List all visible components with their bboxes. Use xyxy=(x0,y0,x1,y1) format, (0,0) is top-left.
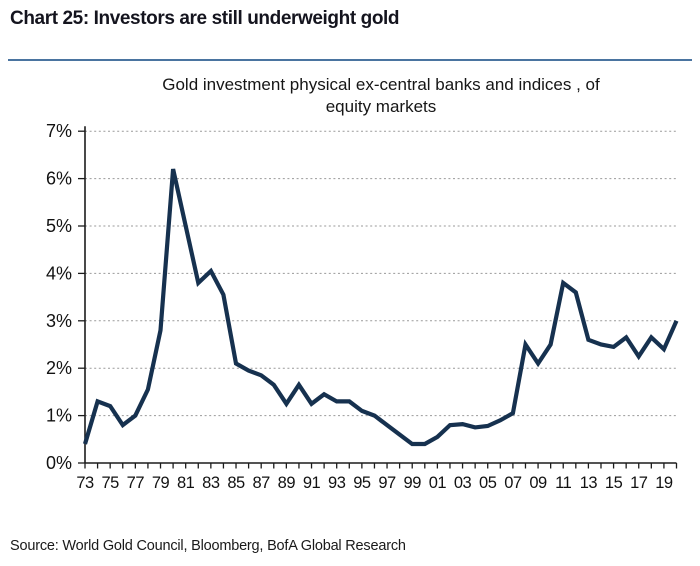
x-tick-label: 17 xyxy=(630,474,648,492)
x-tick-label: 85 xyxy=(227,474,245,492)
x-tick-label: 05 xyxy=(479,474,497,492)
x-tick-label: 01 xyxy=(429,474,447,492)
y-tick-label: 0% xyxy=(46,453,72,473)
y-tick-label: 6% xyxy=(46,169,72,189)
y-tick-label: 4% xyxy=(46,263,72,283)
x-tick-label: 11 xyxy=(555,474,571,492)
y-tick-label: 1% xyxy=(46,406,72,426)
x-tick-label: 15 xyxy=(605,474,623,492)
chart-subtitle: Gold investment physical ex-central bank… xyxy=(85,74,677,118)
y-tick-label: 3% xyxy=(46,311,72,331)
x-tick-label: 97 xyxy=(378,474,396,492)
title-divider-rule xyxy=(8,59,692,61)
gold-underweight-line-chart: 0% 1% 2% 3% 4% 5% 6% 7% 73 75 77 79 81 83 85 87 89 91 93 95… xyxy=(46,121,679,492)
x-tick-label: 13 xyxy=(580,474,598,492)
x-tick-label: 73 xyxy=(76,474,94,492)
page-title: Chart 25: Investors are still underweigh… xyxy=(10,8,400,29)
x-tick-label: 77 xyxy=(127,474,145,492)
x-tick-label: 99 xyxy=(404,474,422,492)
x-tick-label: 91 xyxy=(303,474,321,492)
y-tick-label: 2% xyxy=(46,358,72,378)
y-tick-label: 5% xyxy=(46,216,72,236)
y-tick-label: 7% xyxy=(46,121,72,141)
gold-allocation-data-line xyxy=(82,168,679,447)
x-tick-label: 95 xyxy=(353,474,371,492)
x-tick-label: 93 xyxy=(328,474,346,492)
x-tick-label: 81 xyxy=(177,474,195,492)
x-tick-label: 07 xyxy=(504,474,522,492)
x-tick-label: 83 xyxy=(202,474,220,492)
chart-subtitle-line2: equity markets xyxy=(325,97,437,116)
x-tick-label: 03 xyxy=(454,474,472,492)
x-tick-label: 89 xyxy=(278,474,296,492)
x-tick-label: 09 xyxy=(529,474,547,492)
x-tick-label: 19 xyxy=(655,474,673,492)
x-tick-label: 87 xyxy=(253,474,271,492)
x-tick-label: 75 xyxy=(101,474,119,492)
x-tick-label: 79 xyxy=(152,474,170,492)
chart-subtitle-line1: Gold investment physical ex-central bank… xyxy=(162,75,600,94)
source-text: Source: World Gold Council, Bloomberg, B… xyxy=(10,538,406,554)
